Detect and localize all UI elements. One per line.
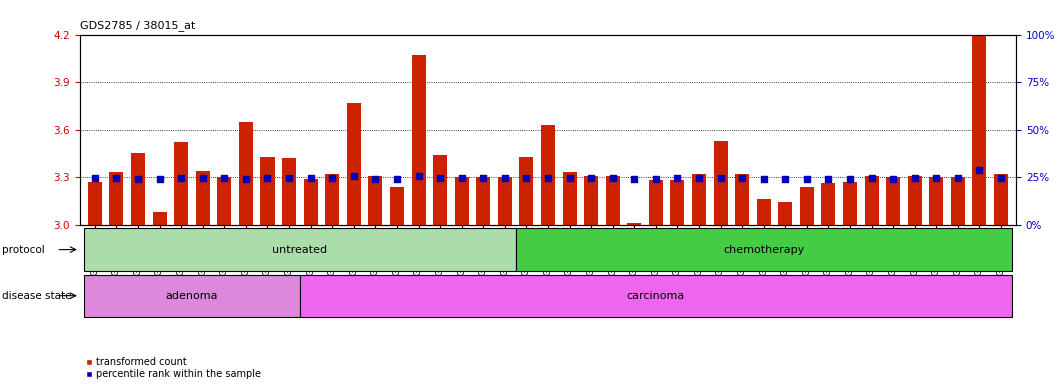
Bar — [972, 35, 986, 225]
Bar — [239, 122, 253, 225]
Bar — [692, 174, 706, 225]
Bar — [563, 172, 577, 225]
Point — [561, 175, 578, 181]
Bar — [196, 171, 210, 225]
Point — [86, 175, 103, 181]
Bar — [951, 177, 965, 225]
Bar — [649, 180, 663, 225]
Point — [755, 176, 772, 182]
Point — [410, 173, 427, 179]
Text: protocol: protocol — [2, 245, 45, 255]
Point — [647, 176, 664, 182]
Bar — [865, 175, 879, 225]
Point — [626, 176, 643, 182]
Bar — [628, 223, 642, 225]
Point — [259, 175, 276, 181]
Point — [453, 175, 470, 181]
Text: chemotherapy: chemotherapy — [724, 245, 804, 255]
Bar — [541, 125, 555, 225]
Point — [216, 175, 233, 181]
Point — [151, 176, 168, 182]
Point — [949, 175, 966, 181]
Bar — [670, 180, 684, 225]
Bar — [217, 177, 231, 225]
Point — [172, 175, 189, 181]
Point — [669, 175, 686, 181]
Bar — [84, 228, 516, 271]
Point — [907, 175, 924, 181]
Point — [518, 175, 535, 181]
Point — [928, 175, 945, 181]
Bar — [174, 142, 188, 225]
Point — [367, 176, 384, 182]
Point — [346, 173, 363, 179]
Bar — [498, 177, 512, 225]
Point — [971, 167, 988, 173]
Bar — [110, 172, 123, 225]
Text: carcinoma: carcinoma — [627, 291, 685, 301]
Bar — [584, 175, 598, 225]
Point — [712, 175, 729, 181]
Point — [842, 176, 859, 182]
Bar — [389, 187, 404, 225]
Bar — [735, 174, 749, 225]
Point — [884, 176, 901, 182]
Point — [863, 175, 880, 181]
Bar — [994, 174, 1008, 225]
Point — [432, 175, 449, 181]
Point — [107, 175, 124, 181]
Point — [993, 175, 1010, 181]
Point — [302, 175, 319, 181]
Bar — [412, 55, 426, 225]
Point — [496, 175, 513, 181]
Point — [475, 175, 492, 181]
Point — [281, 175, 298, 181]
Bar — [368, 175, 382, 225]
Point — [388, 176, 405, 182]
Text: adenoma: adenoma — [166, 291, 218, 301]
Bar — [282, 158, 296, 225]
Bar — [886, 177, 900, 225]
Bar — [821, 184, 835, 225]
Text: GDS2785 / 38015_at: GDS2785 / 38015_at — [80, 20, 195, 31]
Point — [130, 176, 147, 182]
Point — [691, 175, 708, 181]
Text: untreated: untreated — [272, 245, 328, 255]
Bar — [714, 141, 728, 225]
Bar — [88, 182, 102, 225]
Bar — [908, 175, 921, 225]
Bar — [303, 179, 318, 225]
Bar — [757, 199, 770, 225]
Bar — [326, 174, 339, 225]
Bar — [300, 275, 1012, 317]
Legend: transformed count, percentile rank within the sample: transformed count, percentile rank withi… — [85, 357, 262, 379]
Bar — [433, 155, 447, 225]
Point — [777, 176, 794, 182]
Point — [604, 175, 621, 181]
Bar — [261, 157, 275, 225]
Bar — [477, 177, 491, 225]
Text: disease state: disease state — [2, 291, 71, 301]
Bar — [152, 212, 167, 225]
Bar — [929, 177, 944, 225]
Point — [583, 175, 600, 181]
Bar — [131, 153, 145, 225]
Bar — [454, 177, 468, 225]
Point — [539, 175, 556, 181]
Bar — [605, 175, 619, 225]
Bar — [843, 182, 857, 225]
Point — [798, 176, 815, 182]
Bar — [84, 275, 300, 317]
Point — [237, 176, 254, 182]
Point — [323, 175, 340, 181]
Bar — [800, 187, 814, 225]
Point — [733, 175, 750, 181]
Bar — [516, 228, 1012, 271]
Bar — [347, 103, 361, 225]
Point — [195, 175, 212, 181]
Point — [820, 176, 837, 182]
Bar — [519, 157, 533, 225]
Bar — [778, 202, 793, 225]
